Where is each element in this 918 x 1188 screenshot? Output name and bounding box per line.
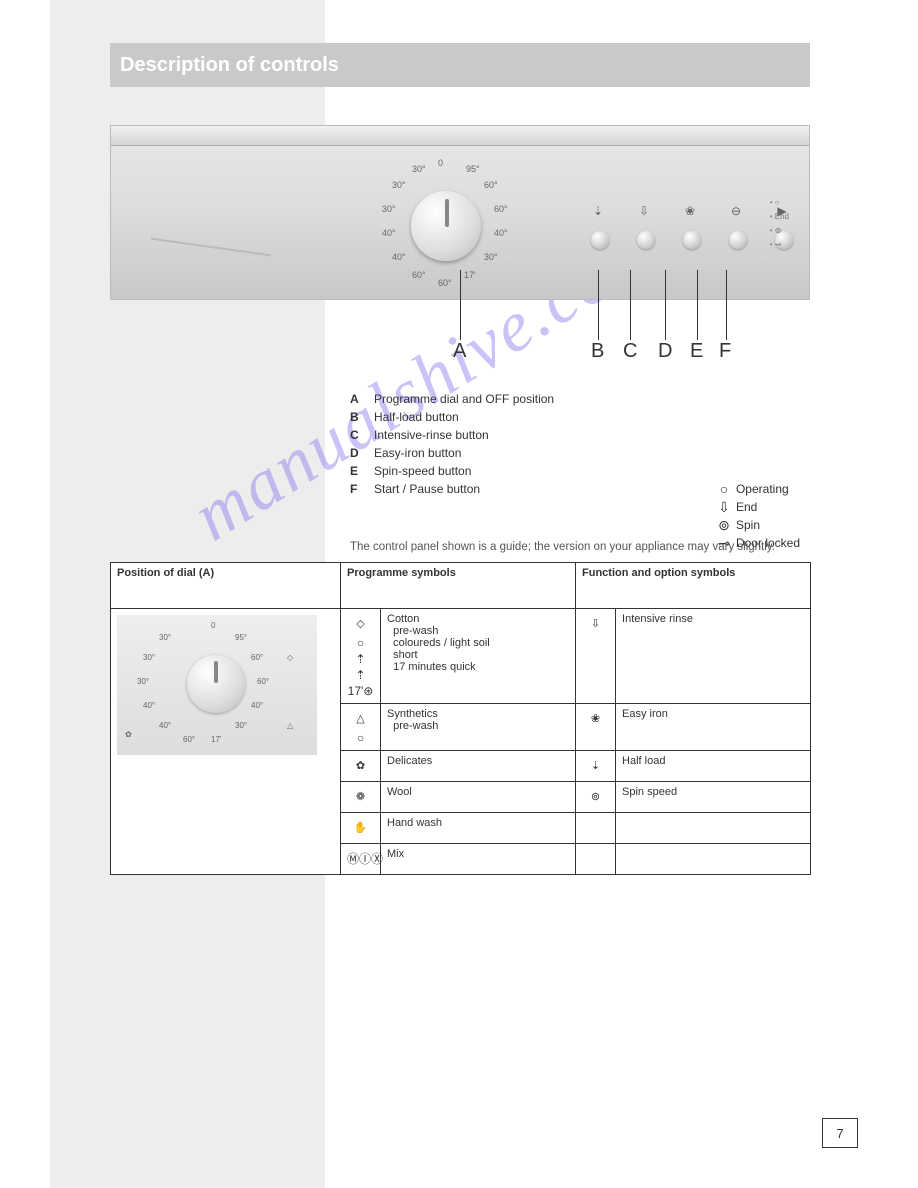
row1-sym2: ❀	[576, 704, 616, 751]
row4-sym2	[576, 813, 616, 844]
led-icon-1: ○	[712, 480, 736, 498]
callout-d: D	[658, 340, 672, 363]
led-text-2: End	[736, 498, 757, 516]
page-number-box: 7	[822, 1118, 858, 1148]
row4-sym1: ✋	[341, 813, 381, 844]
panel-corner-line	[151, 238, 271, 310]
legend-b: Half-load button	[374, 408, 800, 426]
row2-sym1: ✿	[341, 751, 381, 782]
led-text-1: Operating	[736, 480, 789, 498]
dial-thumbnail: 0 95° 60° 60° 40° 30° 17' 60° 40° 40° 30…	[117, 615, 317, 755]
callout-e: E	[690, 340, 703, 363]
row0-subicons: ○ ⇡ ⇡ 17'⊛	[347, 635, 374, 699]
row5-sym2	[576, 844, 616, 875]
row5-text2	[616, 844, 811, 875]
row2-sym2: ⇣	[576, 751, 616, 782]
callout-line-d	[665, 270, 666, 340]
callout-line-a	[460, 270, 461, 340]
row0-text2: Intensive rinse	[616, 609, 811, 704]
page-number: 7	[836, 1126, 843, 1141]
row4-text2	[616, 813, 811, 844]
row5-text1: Mix	[381, 844, 576, 875]
row1-sym1: △	[347, 708, 374, 730]
row2-text2: Half load	[616, 751, 811, 782]
row1-text1: Synthetics pre-wash	[381, 704, 576, 751]
row0-text1: Cotton pre-wash coloureds / light soil s…	[381, 609, 576, 704]
callout-a: A	[453, 340, 466, 363]
section-title: Description of controls	[120, 54, 339, 77]
legend-e: Spin-speed button	[374, 462, 800, 480]
row3-sym2: ⊚	[576, 782, 616, 813]
callout-b: B	[591, 340, 604, 363]
callout-f: F	[719, 340, 731, 363]
button-row	[591, 231, 793, 249]
row1-subicons: ○	[347, 730, 374, 746]
programme-dial: 0 95° 60° 60° 40° 30° 17' 60° 60° 40° 40…	[376, 156, 516, 296]
th-dial: Position of dial (A)	[111, 563, 341, 609]
led-column: ○End⊚⊸	[770, 196, 789, 252]
row4-text1: Hand wash	[381, 813, 576, 844]
intro-text: The control panel shown is a guide; the …	[350, 540, 800, 555]
callout-line-e	[697, 270, 698, 340]
th-func: Function and option symbols	[576, 563, 811, 609]
led-icon-2: ⇩	[712, 498, 736, 516]
legend-c: Intensive-rinse button	[374, 426, 800, 444]
legend-d: Easy-iron button	[374, 444, 800, 462]
section-title-bar: Description of controls	[110, 43, 810, 87]
table-row: 0 95° 60° 60° 40° 30° 17' 60° 40° 40° 30…	[111, 609, 811, 704]
legend-block: AProgramme dial and OFF position BHalf-l…	[350, 390, 800, 552]
symbol-table-wrap: Position of dial (A) Programme symbols F…	[110, 562, 810, 875]
callout-c: C	[623, 340, 637, 363]
row5-sym1: ⓂⒾⓍ	[341, 844, 381, 875]
panel-top-edge	[111, 126, 809, 146]
row2-text1: Delicates	[381, 751, 576, 782]
row3-text1: Wool	[381, 782, 576, 813]
callout-line-f	[726, 270, 727, 340]
callout-line-c	[630, 270, 631, 340]
row0-sym2: ⇩	[576, 609, 616, 704]
callout-line-b	[598, 270, 599, 340]
row3-sym1: ❁	[341, 782, 381, 813]
row0-sym1: ◇	[347, 613, 374, 635]
led-text-3: Spin	[736, 516, 760, 534]
row3-text2: Spin speed	[616, 782, 811, 813]
symbol-table: Position of dial (A) Programme symbols F…	[110, 562, 811, 875]
row1-text2: Easy iron	[616, 704, 811, 751]
legend-a: Programme dial and OFF position	[374, 390, 800, 408]
th-prog: Programme symbols	[341, 563, 576, 609]
button-icon-row: ⇣⇩❀⊖▶	[587, 204, 793, 218]
led-icon-3: ⊚	[712, 516, 736, 534]
